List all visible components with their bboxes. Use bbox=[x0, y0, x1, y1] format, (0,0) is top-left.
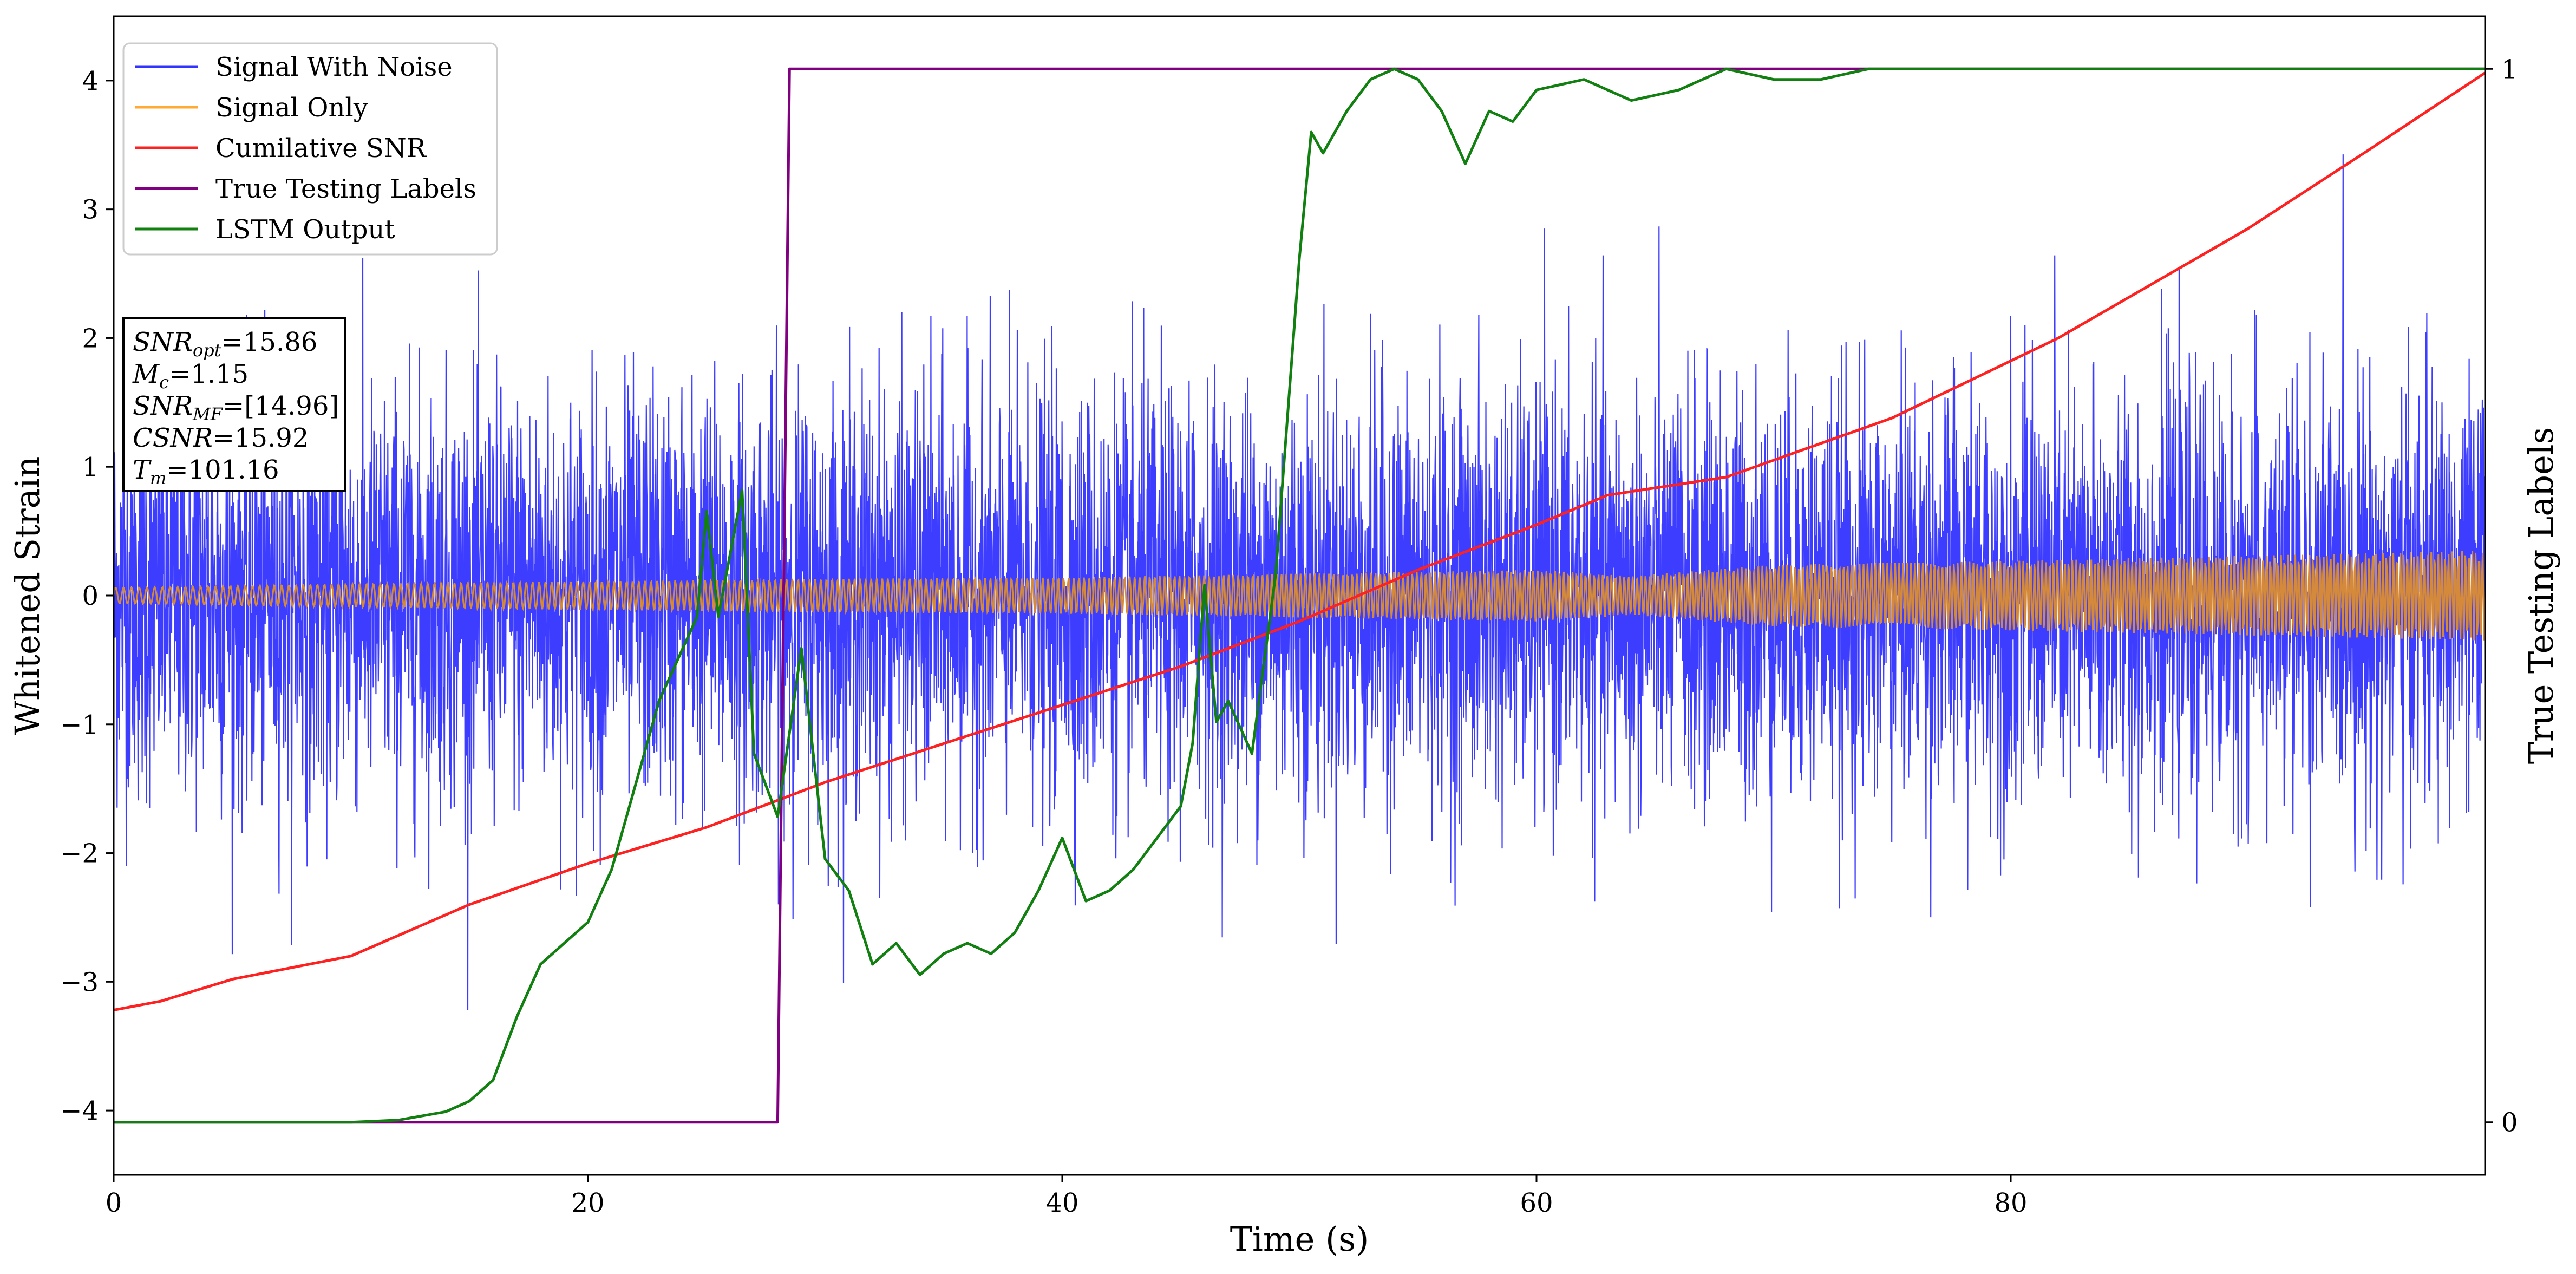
annotation-line: CSNR=15.92 bbox=[133, 423, 309, 453]
y-right-tick-label: 1 bbox=[2501, 54, 2518, 84]
annotation-frame bbox=[122, 317, 346, 492]
y-right-tick-label: 0 bbox=[2501, 1108, 2518, 1138]
x-tick-label: 40 bbox=[1045, 1188, 1078, 1218]
y-tick-label: 1 bbox=[82, 452, 99, 482]
y-tick-label: 4 bbox=[82, 66, 99, 96]
annotation-line: Tm=101.16 bbox=[133, 455, 279, 488]
signal-only-line bbox=[114, 551, 2485, 641]
x-axis-label: Time (s) bbox=[1230, 1219, 1369, 1259]
legend-label: Signal With Noise bbox=[215, 52, 453, 82]
x-tick-label: 20 bbox=[571, 1188, 604, 1218]
y-tick-label: 0 bbox=[82, 581, 99, 611]
plot-area bbox=[114, 67, 2485, 1124]
annotation-line: SNRopt=15.86 bbox=[133, 327, 317, 361]
lstm-output-line bbox=[114, 67, 2485, 1124]
y-tick-label: 2 bbox=[82, 323, 99, 354]
signal-with-noise-series bbox=[114, 154, 2485, 1010]
x-tick-label: 60 bbox=[1520, 1188, 1553, 1218]
cumulative-snr-line bbox=[114, 71, 2485, 1012]
annotation-line: SNRMF=[14.96] bbox=[133, 391, 339, 424]
legend-label: True Testing Labels bbox=[215, 174, 476, 204]
legend-label: Signal Only bbox=[215, 93, 368, 123]
line-series-layer bbox=[114, 67, 2485, 1124]
parameter-annotation-box: SNRopt=15.86Mc=1.15SNRMF=[14.96]CSNR=15.… bbox=[122, 317, 346, 492]
legend-label: LSTM Output bbox=[215, 214, 395, 245]
signal-with-noise-line bbox=[114, 154, 2485, 1010]
y-tick-label: −4 bbox=[60, 1096, 99, 1126]
annotation-line: Mc=1.15 bbox=[132, 359, 249, 393]
x-tick-label: 0 bbox=[106, 1188, 122, 1218]
legend-label: Cumilative SNR bbox=[215, 133, 427, 164]
y-tick-label: −2 bbox=[60, 839, 99, 869]
signal-only-series bbox=[114, 551, 2485, 641]
x-tick-label: 80 bbox=[1994, 1188, 2027, 1218]
legend: Signal With Noise Signal Only Cumilative S… bbox=[122, 42, 498, 256]
true-testing-labels-line bbox=[114, 67, 2485, 1124]
legend-frame bbox=[122, 42, 498, 256]
y-tick-label: 3 bbox=[82, 195, 99, 225]
y-right-axis-label: True Testing Labels bbox=[2521, 427, 2561, 765]
y-tick-label: −3 bbox=[60, 967, 99, 997]
y-tick-label: −1 bbox=[60, 710, 99, 740]
y-axis-label: Whitened Strain bbox=[8, 456, 47, 735]
